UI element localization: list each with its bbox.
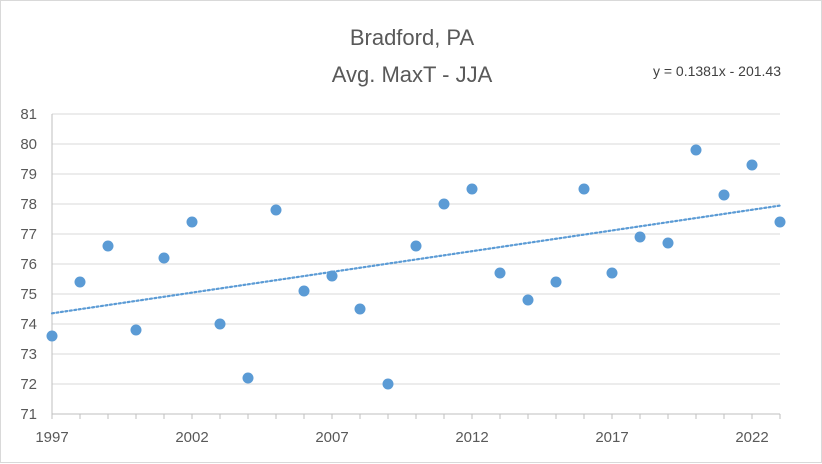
data-point	[158, 252, 170, 264]
data-point	[410, 240, 422, 252]
data-point	[186, 216, 198, 228]
data-point	[578, 183, 590, 195]
data-point	[746, 159, 758, 171]
y-tick-label: 72	[20, 376, 37, 393]
data-point	[466, 183, 478, 195]
y-tick-label: 74	[20, 316, 37, 333]
data-point	[774, 216, 786, 228]
y-tick-label: 81	[20, 106, 37, 123]
data-point	[270, 204, 282, 216]
data-points	[46, 144, 786, 390]
axes	[51, 114, 781, 419]
data-point	[298, 285, 310, 297]
chart-subtitle: Avg. MaxT - JJA	[332, 62, 493, 87]
x-tick-label: 2022	[735, 429, 768, 446]
data-point	[242, 372, 254, 384]
data-point	[550, 276, 562, 288]
data-point	[214, 318, 226, 330]
y-tick-label: 73	[20, 346, 37, 363]
tick-labels: 71 72 73 74 75 76 77 78 79 80 81 1997 2002 2007 2012 20…	[20, 106, 768, 446]
y-tick-label: 76	[20, 256, 37, 273]
x-tick-label: 2002	[175, 429, 208, 446]
x-tick-label: 2012	[455, 429, 488, 446]
trendline	[50, 204, 782, 315]
y-tick-label: 79	[20, 166, 37, 183]
trendline-equation: y = 0.1381x - 201.43	[653, 63, 781, 79]
x-tick-label: 2007	[315, 429, 348, 446]
data-point	[130, 324, 142, 336]
y-tick-label: 71	[20, 406, 37, 423]
y-tick-label: 77	[20, 226, 37, 243]
data-point	[690, 144, 702, 156]
data-point	[382, 378, 394, 390]
data-point	[326, 270, 338, 282]
data-point	[522, 294, 534, 306]
y-tick-label: 78	[20, 196, 37, 213]
x-tick-label: 1997	[35, 429, 68, 446]
data-point	[718, 189, 730, 201]
data-point	[102, 240, 114, 252]
data-point	[634, 231, 646, 243]
y-tick-label: 75	[20, 286, 37, 303]
x-tick-label: 2017	[595, 429, 628, 446]
data-point	[46, 330, 58, 342]
data-point	[438, 198, 450, 210]
data-point	[74, 276, 86, 288]
chart-title: Bradford, PA	[350, 25, 475, 50]
data-point	[662, 237, 674, 249]
data-point	[354, 303, 366, 315]
y-tick-label: 80	[20, 136, 37, 153]
gridlines	[52, 113, 780, 385]
trendline-line	[50, 204, 782, 315]
data-point	[606, 267, 618, 279]
data-point	[494, 267, 506, 279]
